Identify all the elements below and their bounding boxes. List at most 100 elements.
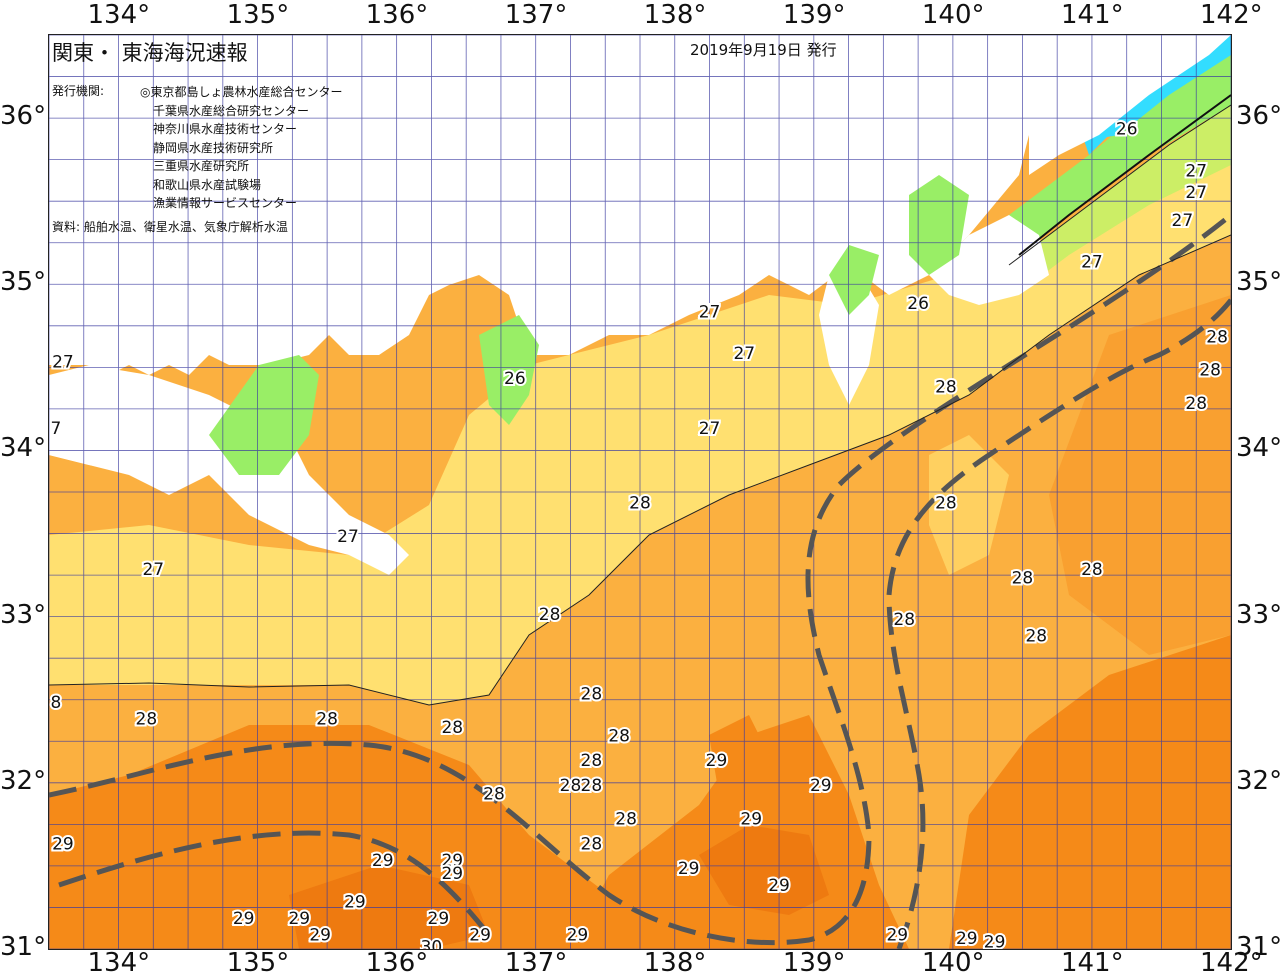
longitude-label-bottom: 136° (365, 948, 429, 978)
longitude-label-top: 134° (87, 0, 151, 30)
latitude-label-right: 32° (1236, 765, 1280, 796)
temperature-label: 29 (810, 776, 832, 796)
temperature-label: 28 (136, 710, 158, 730)
temperature-label: 30 (421, 937, 443, 949)
temperature-label: 28 (581, 776, 603, 796)
issuer-organization: ◎東京都島しょ農林水産総合センター (140, 85, 343, 99)
isotherm-27 (49, 234, 1231, 706)
temperature-label: 8 (51, 693, 62, 713)
temperature-label: 28 (581, 751, 603, 771)
temperature-label: 28 (581, 685, 603, 705)
temperature-label: 28 (893, 610, 915, 630)
sst-26-ise-bay (479, 315, 539, 425)
issuer-organization: 三重県水産研究所 (153, 159, 250, 173)
temperature-label: 29 (984, 932, 1006, 949)
longitude-label-bottom: 140° (921, 948, 985, 978)
temperature-label: 29 (469, 926, 491, 946)
temperature-label: 28 (1199, 361, 1221, 381)
issuer-organization: 千葉県水産総合研究センター (153, 103, 310, 118)
longitude-label-bottom: 137° (504, 948, 568, 978)
temperature-label: 7 (51, 419, 62, 439)
latitude-label-left: 35° (0, 267, 47, 298)
kuroshio-axis-3 (886, 298, 1231, 949)
temperature-label: 28 (1081, 560, 1103, 580)
temperature-labels: 2627272727262727272828282826277282727282… (49, 118, 1230, 949)
temperature-label: 28 (441, 718, 463, 738)
issuer-label: 発行機関: (52, 84, 105, 98)
issuer-organization: 漁業情報サービスセンター (153, 196, 298, 210)
temperature-label: 28 (581, 834, 603, 854)
temperature-label: 28 (483, 784, 505, 804)
temperature-label: 26 (504, 369, 526, 389)
temperature-label: 27 (1185, 183, 1207, 203)
land-boso-peninsula (929, 215, 1049, 305)
sst-26-tokyo-bay (909, 175, 969, 275)
temperature-label: 28 (629, 494, 651, 514)
sst-27-inner (929, 435, 1009, 575)
temperature-label: 29 (956, 929, 978, 949)
longitude-label-top: 139° (782, 0, 846, 30)
longitude-label-bottom: 135° (226, 948, 290, 978)
temperature-label: 26 (1116, 120, 1138, 140)
longitude-label-top: 135° (226, 0, 290, 30)
temperature-label: 28 (316, 710, 338, 730)
temperature-label: 27 (337, 527, 359, 547)
data-source-note: 資料: 船舶水温、衛星水温、気象庁解析水温 (52, 220, 288, 234)
temperature-label: 29 (233, 909, 255, 929)
temperature-label: 29 (344, 892, 366, 912)
temperature-label: 28 (1012, 568, 1034, 588)
sst-26-region-northeast (1009, 105, 1231, 285)
temperature-label: 28 (935, 494, 957, 514)
temperature-label: 29 (886, 926, 908, 946)
longitude-label-bottom: 142° (1200, 948, 1263, 978)
temperature-label: 29 (678, 859, 700, 879)
longitude-label-top: 142° (1200, 0, 1263, 30)
longitude-label-top: 140° (921, 0, 985, 30)
sst-26-bay-osaka (209, 355, 319, 475)
temperature-label: 29 (428, 909, 450, 929)
temperature-label: 27 (699, 419, 721, 439)
land-shikoku (49, 365, 249, 475)
longitude-label-top: 136° (365, 0, 429, 30)
temperature-label: 27 (1081, 253, 1103, 273)
temperature-label: 29 (706, 751, 728, 771)
longitude-label-top: 138° (643, 0, 707, 30)
temperature-label: 28 (539, 605, 561, 625)
temperature-label: 29 (288, 909, 310, 929)
temperature-label: 29 (567, 926, 589, 946)
temperature-label: 27 (733, 344, 755, 364)
temperature-label: 29 (740, 809, 762, 829)
kuroshio-axis-1 (49, 213, 1231, 946)
longitude-label-top: 141° (1060, 0, 1124, 30)
latitude-label-left: 34° (0, 433, 47, 464)
longitude-label-bottom: 134° (87, 948, 151, 978)
issue-date: 2019年9月19日 発行 (690, 41, 837, 59)
temperature-label: 27 (52, 352, 74, 372)
kuroshio-axis-2 (58, 830, 491, 937)
latitude-label-right: 34° (1236, 433, 1280, 464)
temperature-label: 29 (52, 834, 74, 854)
temperature-label: 29 (309, 926, 331, 946)
longitude-label-bottom: 139° (782, 948, 846, 978)
sea-surface-temperature-map: 26 27 27 27 27 26 27 27 27 28 28 28 28 26 27 7 28 27 27 28 2… (48, 34, 1232, 950)
lat-lon-grid (49, 35, 1231, 949)
sst-29-center (709, 715, 769, 795)
isotherm-26 (1008, 104, 1231, 266)
issuer-organization: 神奈川県水産技術センター (153, 122, 298, 136)
temperature-label: 28 (1025, 627, 1047, 647)
longitude-label-top: 137° (504, 0, 568, 30)
latitude-label-left: 32° (0, 765, 47, 796)
longitude-label-bottom: 141° (1060, 948, 1124, 978)
sst-26-suruga (829, 245, 879, 315)
temperature-label: 26 (907, 294, 929, 314)
temperature-label: 28 (1206, 327, 1228, 347)
temperature-label: 29 (441, 864, 463, 884)
sst-30-patch-center (699, 825, 829, 915)
longitude-label-bottom: 138° (643, 948, 707, 978)
issuer-organization: 静岡県水産技術研究所 (153, 140, 274, 155)
temperature-label: 27 (1185, 161, 1207, 181)
latitude-label-left: 31° (0, 932, 47, 962)
latitude-label-right: 36° (1236, 101, 1280, 132)
map-title: 関東・ 東海海況速報 (52, 41, 248, 65)
temperature-label: 28 (1185, 394, 1207, 414)
